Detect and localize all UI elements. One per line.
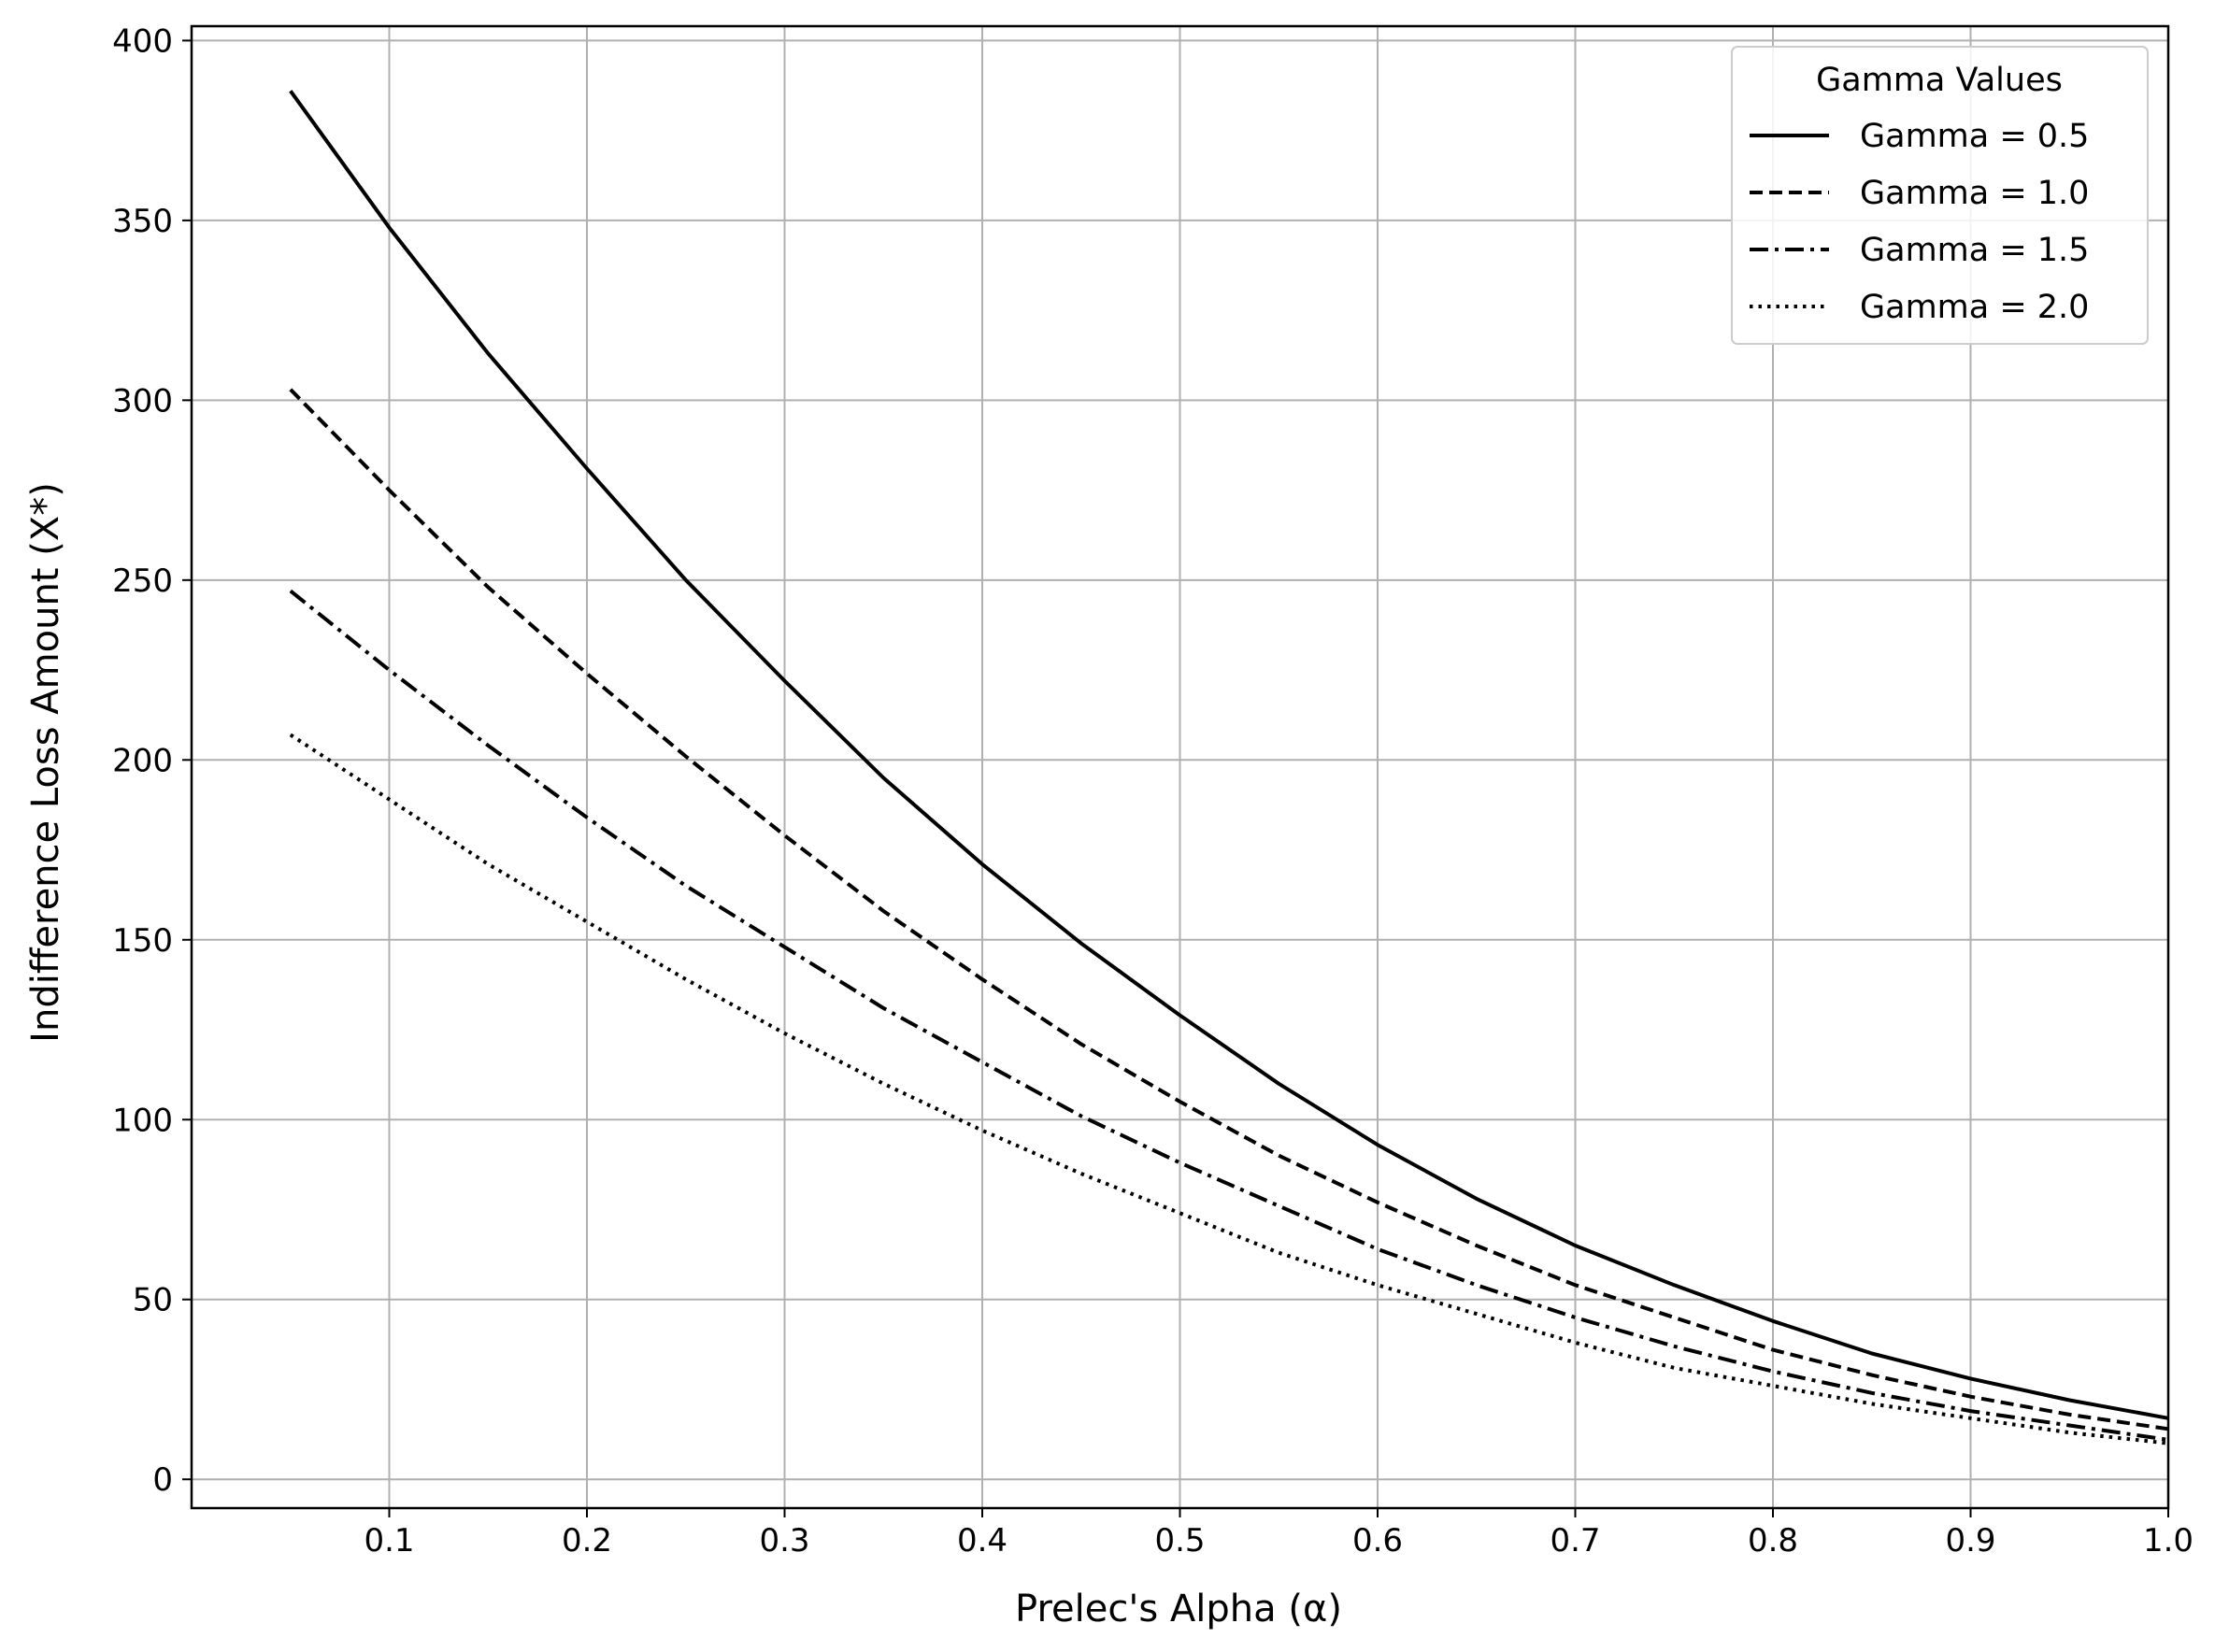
series-line-4 (289, 733, 2169, 1446)
x-tick-label: 1.0 (2143, 1522, 2194, 1559)
legend-title: Gamma Values (1816, 62, 2063, 99)
x-tick-label: 0.6 (1352, 1522, 1403, 1559)
x-tick-label: 0.8 (1748, 1522, 1798, 1559)
y-tick-label: 50 (133, 1282, 173, 1319)
x-tick-label: 0.2 (562, 1522, 612, 1559)
x-tick-label: 0.7 (1550, 1522, 1600, 1559)
y-tick-label: 0 (152, 1461, 173, 1499)
x-tick-label: 0.5 (1154, 1522, 1205, 1559)
legend-label: Gamma = 0.5 (1860, 118, 2089, 155)
axis-ticks: 0.1 0.2 0.3 0.4 0.5 0.6 0.7 0.8 0.9 1.0 0 50 100 150 2… (112, 22, 2194, 1559)
legend-items: Gamma = 0.5 Gamma = 1.0 Gamma = 1.5 Gamma =… (1750, 118, 2089, 326)
legend-label: Gamma = 1.0 (1860, 175, 2089, 212)
x-tick-label: 0.1 (364, 1522, 414, 1559)
x-tick-label: 0.4 (957, 1522, 1007, 1559)
x-axis-label: Prelec's Alpha (α) (1015, 1588, 1342, 1631)
y-tick-label: 400 (112, 22, 173, 60)
y-tick-label: 100 (112, 1102, 173, 1139)
legend-label: Gamma = 2.0 (1860, 289, 2089, 326)
x-tick-label: 0.3 (759, 1522, 809, 1559)
y-tick-label: 150 (112, 922, 173, 960)
series-lines (289, 90, 2169, 1446)
series-line-3 (289, 589, 2169, 1442)
y-tick-label: 300 (112, 382, 173, 420)
x-tick-label: 0.9 (1945, 1522, 1995, 1559)
series-line-2 (289, 388, 2169, 1431)
y-tick-label: 200 (112, 742, 173, 779)
y-axis-label: Indifference Loss Amount (X*) (24, 482, 67, 1043)
y-tick-label: 250 (112, 563, 173, 600)
legend-box (1731, 46, 2149, 345)
y-tick-label: 350 (112, 203, 173, 240)
legend-label: Gamma = 1.5 (1860, 232, 2089, 269)
series-line-1 (289, 90, 2169, 1420)
